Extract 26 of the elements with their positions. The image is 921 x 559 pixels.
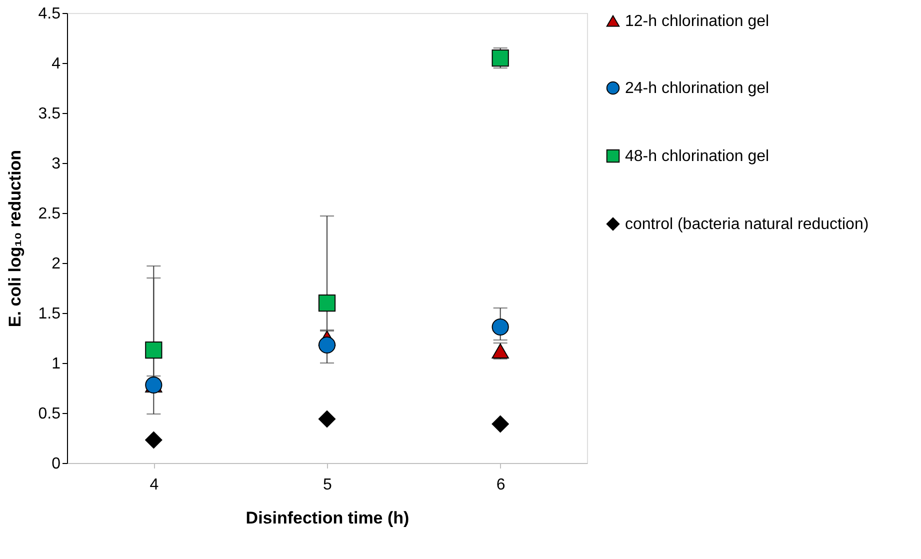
point — [492, 318, 509, 336]
point — [318, 294, 336, 312]
y-tick-label: 1 — [52, 356, 61, 372]
x-tick-label: 5 — [323, 476, 332, 494]
y-tick-label: 0 — [52, 456, 61, 472]
point — [492, 415, 509, 433]
legend-label: control (bacteria natural reduction) — [625, 216, 869, 233]
y-tick-label: 4 — [52, 56, 61, 72]
y-tick-label: 0.5 — [38, 406, 61, 422]
y-tick-label: 3 — [52, 156, 61, 172]
point — [145, 341, 162, 359]
y-tick-label: 3.5 — [38, 106, 61, 122]
y-axis-title: E. coli log₁₀ reduction — [5, 150, 24, 328]
legend-label: 12-h chlorination gel — [625, 13, 770, 30]
y-tick-label: 1.5 — [38, 306, 61, 322]
x-tick-label: 6 — [496, 476, 506, 494]
y-tick-label: 4.5 — [38, 6, 61, 22]
x-axis-title: Disinfection time (h) — [246, 508, 410, 528]
point — [318, 410, 336, 428]
legend-label: 24-h chlorination gel — [625, 80, 770, 97]
legend-label: 48-h chlorination gel — [625, 148, 770, 165]
point — [145, 431, 162, 449]
y-tick-label: 2.5 — [38, 206, 61, 222]
x-tick-label: 4 — [150, 476, 159, 494]
y-tick-label: 2 — [52, 256, 61, 272]
point — [318, 336, 336, 354]
